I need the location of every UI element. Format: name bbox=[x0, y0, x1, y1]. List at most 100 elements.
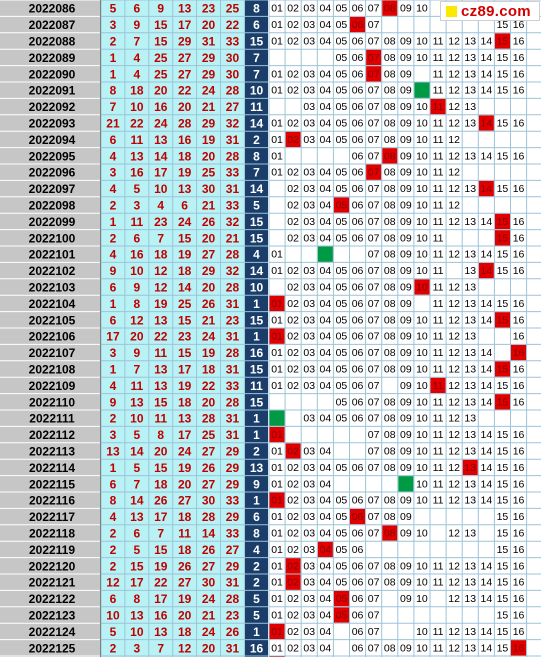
red-ball-number: 14 bbox=[130, 494, 144, 508]
distribution-number: 03 bbox=[303, 577, 315, 589]
distribution-cell bbox=[365, 574, 382, 591]
distribution-number: 03 bbox=[303, 478, 315, 490]
distribution-cell bbox=[478, 49, 495, 66]
distribution-number: 09 bbox=[400, 101, 412, 113]
distribution-number: 01 bbox=[271, 85, 283, 97]
distribution-cell bbox=[494, 590, 511, 607]
distribution-number: 11 bbox=[433, 413, 444, 425]
red-ball-number: 27 bbox=[226, 100, 240, 114]
distribution-number: 13 bbox=[464, 314, 476, 326]
distribution-number: 03 bbox=[303, 462, 315, 474]
distribution-number: 10 bbox=[416, 347, 428, 359]
distribution-cell bbox=[478, 410, 495, 427]
red-ball-number: 24 bbox=[202, 330, 216, 344]
distribution-number: 09 bbox=[400, 528, 412, 540]
distribution-cell bbox=[397, 196, 414, 214]
blue-ball-cell bbox=[245, 82, 268, 99]
distribution-cell bbox=[478, 65, 495, 82]
distribution-cell bbox=[381, 393, 398, 410]
distribution-cell bbox=[365, 16, 382, 33]
distribution-number: 15 bbox=[497, 265, 509, 277]
distribution-number: 10 bbox=[416, 396, 428, 408]
distribution-cell bbox=[349, 82, 366, 99]
red-ball-number: 4 bbox=[110, 379, 117, 393]
blue-ball-number: 5 bbox=[253, 609, 260, 623]
distribution-cell bbox=[381, 508, 398, 525]
blue-hit-number: 02 bbox=[287, 577, 299, 589]
distribution-number: 08 bbox=[384, 495, 396, 507]
distribution-cell bbox=[494, 524, 511, 542]
red-ball-cell bbox=[101, 393, 125, 410]
red-ball-number: 33 bbox=[226, 527, 240, 541]
distribution-cell bbox=[510, 114, 527, 132]
red-ball-cell bbox=[172, 442, 197, 460]
distribution-cell bbox=[446, 344, 463, 361]
blue-hit-number: 16 bbox=[513, 642, 525, 654]
distribution-number: 11 bbox=[433, 265, 444, 277]
distribution-cell bbox=[317, 508, 334, 525]
red-ball-cell bbox=[196, 98, 221, 115]
distribution-cell bbox=[365, 459, 382, 476]
distribution-number: 06 bbox=[352, 36, 364, 48]
distribution-cell bbox=[301, 114, 318, 132]
distribution-number: 04 bbox=[320, 347, 332, 359]
blue-ball-number: 2 bbox=[253, 576, 260, 590]
red-ball-number: 31 bbox=[226, 412, 240, 426]
red-ball-number: 1 bbox=[110, 67, 117, 81]
distribution-number: 05 bbox=[336, 134, 348, 146]
distribution-number: 03 bbox=[303, 282, 315, 294]
distribution-number: 03 bbox=[303, 511, 315, 523]
red-ball-cell bbox=[124, 164, 149, 181]
distribution-number: 06 bbox=[352, 52, 364, 64]
distribution-cell bbox=[381, 49, 398, 66]
distribution-number: 07 bbox=[368, 626, 380, 638]
distribution-number: 06 bbox=[352, 3, 364, 15]
red-ball-number: 1 bbox=[110, 51, 117, 65]
red-ball-number: 16 bbox=[130, 166, 144, 180]
distribution-cell bbox=[365, 32, 382, 50]
red-ball-number: 31 bbox=[226, 641, 240, 655]
distribution-number: 09 bbox=[400, 3, 412, 15]
distribution-cell bbox=[494, 508, 511, 525]
red-ball-cell bbox=[196, 492, 221, 509]
period-label: 2022095 bbox=[29, 149, 76, 163]
distribution-cell bbox=[285, 82, 302, 99]
distribution-number: 13 bbox=[464, 413, 476, 425]
distribution-number: 14 bbox=[481, 85, 493, 97]
distribution-number: 06 bbox=[352, 331, 364, 343]
distribution-number: 14 bbox=[481, 560, 493, 572]
distribution-cell bbox=[269, 377, 286, 394]
distribution-cell bbox=[397, 557, 414, 574]
red-ball-cell bbox=[172, 16, 197, 33]
red-ball-number: 26 bbox=[178, 559, 192, 573]
blue-ball-cell bbox=[245, 524, 268, 542]
red-ball-number: 28 bbox=[226, 395, 240, 409]
distribution-cell bbox=[349, 328, 366, 345]
distribution-number: 01 bbox=[271, 249, 283, 261]
distribution-number: 06 bbox=[352, 577, 364, 589]
distribution-cell bbox=[494, 574, 511, 591]
distribution-cell bbox=[446, 246, 463, 263]
distribution-cell bbox=[317, 442, 334, 460]
distribution-number: 06 bbox=[352, 200, 364, 212]
distribution-number: 11 bbox=[433, 577, 444, 589]
distribution-cell bbox=[462, 164, 479, 181]
distribution-number: 11 bbox=[433, 134, 444, 146]
distribution-cell bbox=[365, 590, 382, 607]
red-ball-number: 20 bbox=[178, 609, 192, 623]
red-ball-number: 4 bbox=[110, 510, 117, 524]
distribution-cell bbox=[510, 426, 527, 443]
red-ball-cell bbox=[124, 328, 149, 345]
red-ball-cell bbox=[220, 213, 245, 230]
distribution-cell bbox=[269, 164, 286, 181]
distribution-number: 07 bbox=[368, 577, 380, 589]
blue-ball-number: 6 bbox=[253, 18, 260, 32]
distribution-number: 02 bbox=[287, 232, 299, 244]
distribution-cell bbox=[317, 180, 334, 197]
red-ball-cell bbox=[172, 606, 197, 624]
distribution-number: 14 bbox=[481, 150, 493, 162]
distribution-cell bbox=[285, 508, 302, 525]
blue-ball-number: 2 bbox=[253, 445, 260, 459]
distribution-cell bbox=[349, 557, 366, 574]
red-ball-number: 13 bbox=[178, 182, 192, 196]
